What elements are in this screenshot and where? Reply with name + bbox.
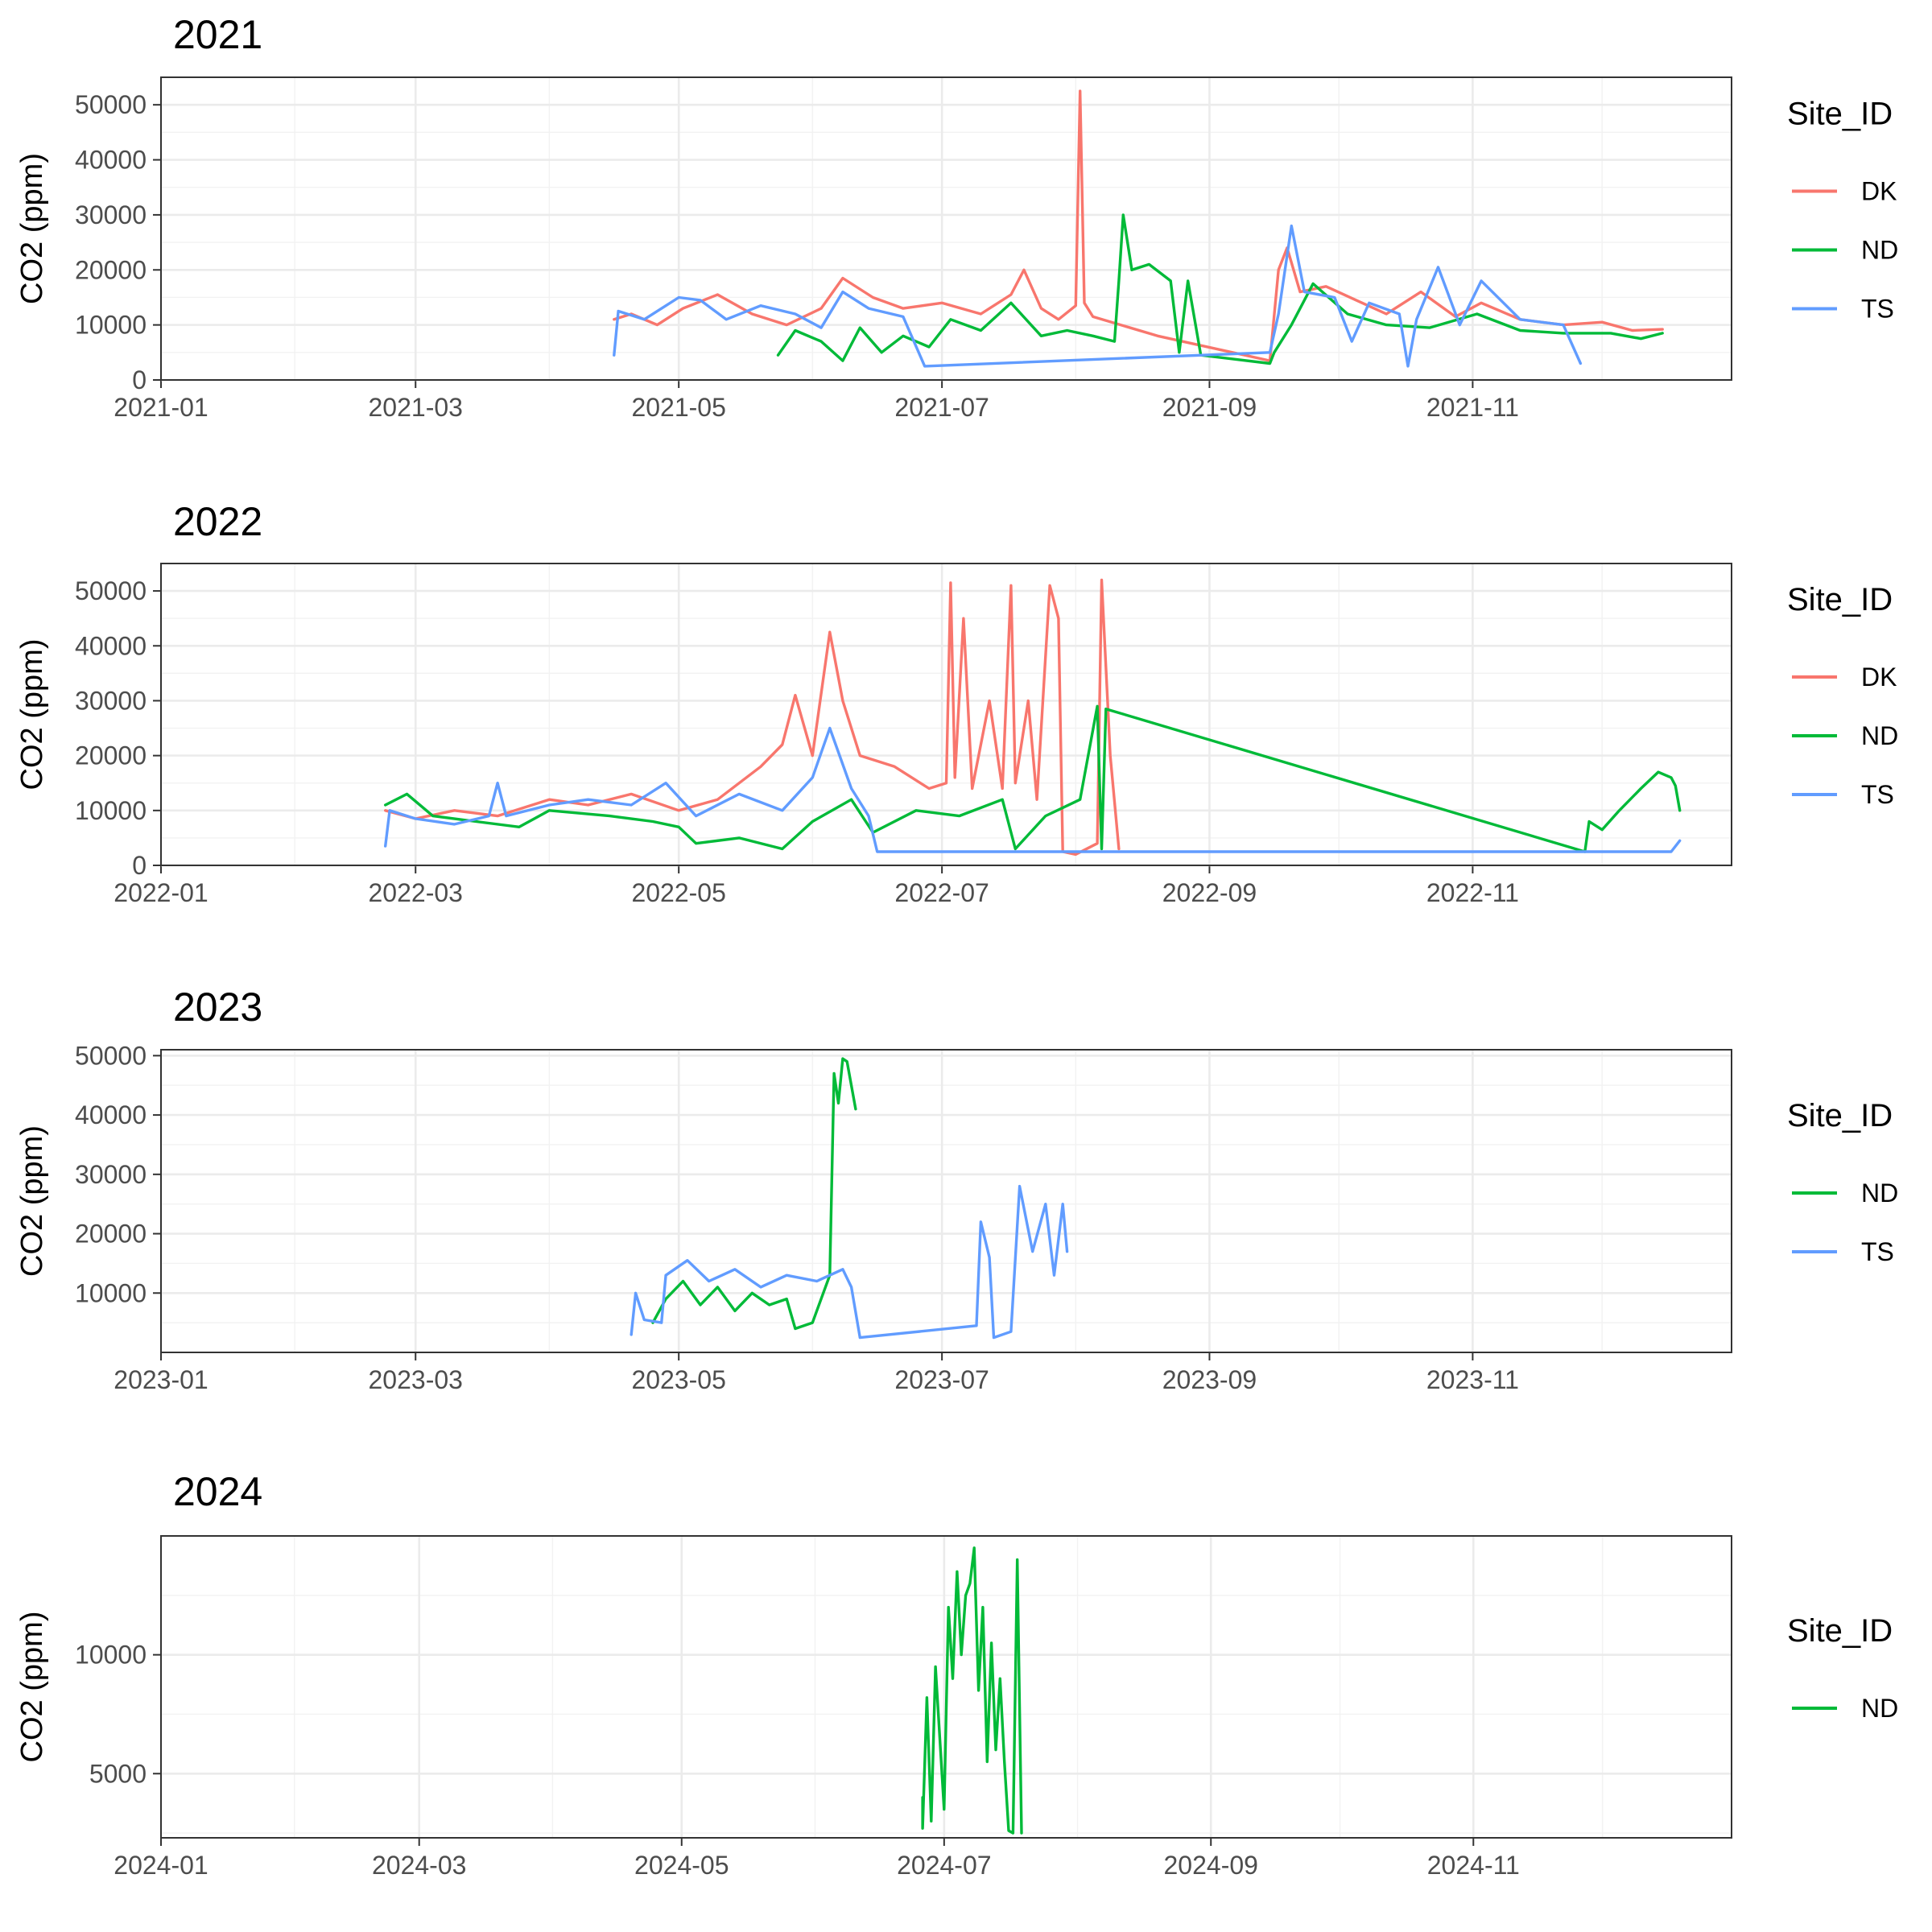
y-tick-label: 20000 <box>75 1220 147 1249</box>
panel-title: 2021 <box>173 12 262 57</box>
chart-panel-2023: 2023 2023-01 2023-03 2023-05 2023-07 2023-09 2… <box>15 985 1898 1394</box>
panel-title: 2023 <box>173 985 262 1030</box>
y-tick-label: 30000 <box>75 1160 147 1189</box>
series-line-ND <box>651 1057 857 1331</box>
y-tick-label: 40000 <box>75 631 147 660</box>
plot-background <box>161 1050 1732 1352</box>
panel-border <box>160 76 1732 381</box>
series-line-ND <box>776 213 1664 365</box>
series-line-ND <box>921 1546 1023 1835</box>
x-tick-label: 2022-05 <box>631 878 725 907</box>
x-tick-label: 2021-01 <box>114 393 208 422</box>
panel-border <box>160 1535 1732 1839</box>
legend-title: Site_ID <box>1787 97 1893 132</box>
x-tick-label: 2021-09 <box>1162 393 1257 422</box>
legend-label-TS: TS <box>1861 295 1894 324</box>
y-tick-label: 10000 <box>75 1278 147 1307</box>
x-tick-label: 2023-03 <box>369 1365 463 1394</box>
legend-label-ND: ND <box>1861 1179 1898 1208</box>
y-tick-label: 5000 <box>89 1759 147 1788</box>
legend-label-TS: TS <box>1861 780 1894 809</box>
y-tick-label: 0 <box>132 851 147 880</box>
y-tick-label: 50000 <box>75 90 147 119</box>
panel-border <box>160 1049 1732 1353</box>
legend-label-DK: DK <box>1861 177 1897 206</box>
panel-title: 2022 <box>173 499 262 544</box>
chart-panel-2021: 2021 2021-01 2021-03 2021-05 2021-07 2021-09 2… <box>15 12 1898 422</box>
y-tick-label: 0 <box>132 365 147 394</box>
x-tick-label: 2024-11 <box>1427 1851 1520 1880</box>
y-tick-label: 50000 <box>75 576 147 605</box>
legend-title: Site_ID <box>1787 1613 1893 1649</box>
y-tick-label: 50000 <box>75 1041 147 1070</box>
y-axis-title: CO2 (ppm) <box>15 153 49 304</box>
x-tick-label: 2022-01 <box>114 878 208 907</box>
y-tick-label: 10000 <box>75 1641 147 1670</box>
x-tick-label: 2024-07 <box>897 1851 991 1880</box>
y-tick-label: 20000 <box>75 741 147 770</box>
y-tick-label: 10000 <box>75 311 147 340</box>
x-tick-label: 2024-01 <box>114 1851 208 1880</box>
legend-label-ND: ND <box>1861 721 1898 750</box>
x-tick-label: 2022-07 <box>894 878 989 907</box>
series-line-ND <box>384 704 1682 853</box>
chart-panel-2022: 2022 2022-01 2022-03 2022-05 2022-07 2022-09 2… <box>15 499 1898 907</box>
x-tick-label: 2023-01 <box>114 1365 208 1394</box>
legend-title: Site_ID <box>1787 582 1893 617</box>
legend-label-ND: ND <box>1861 1694 1898 1723</box>
x-tick-label: 2024-05 <box>634 1851 729 1880</box>
series-line-TS <box>384 726 1682 853</box>
y-axis-title: CO2 (ppm) <box>15 639 49 791</box>
panel-border <box>160 563 1732 866</box>
y-axis-title: CO2 (ppm) <box>15 1125 49 1277</box>
x-tick-label: 2022-11 <box>1426 878 1519 907</box>
x-tick-label: 2021-07 <box>894 393 989 422</box>
x-tick-label: 2022-09 <box>1162 878 1257 907</box>
x-tick-label: 2023-11 <box>1426 1365 1519 1394</box>
x-tick-label: 2024-03 <box>372 1851 466 1880</box>
y-tick-label: 30000 <box>75 200 147 229</box>
y-tick-label: 40000 <box>75 1100 147 1129</box>
x-tick-label: 2021-11 <box>1426 393 1519 422</box>
legend-label-DK: DK <box>1861 663 1897 691</box>
x-tick-label: 2021-03 <box>369 393 463 422</box>
plot-background <box>161 77 1732 380</box>
x-tick-label: 2023-09 <box>1162 1365 1257 1394</box>
series-line-DK <box>384 578 1121 857</box>
x-tick-label: 2023-05 <box>631 1365 725 1394</box>
panel-title: 2024 <box>173 1469 262 1514</box>
chart-panel-2024: 2024 2024-01 2024-03 2024-05 2024-07 2024-09 2… <box>15 1469 1898 1880</box>
legend-title: Site_ID <box>1787 1098 1893 1133</box>
y-tick-label: 40000 <box>75 146 147 175</box>
y-axis-title: CO2 (ppm) <box>15 1612 49 1763</box>
legend-label-ND: ND <box>1861 236 1898 265</box>
series-line-TS <box>613 224 1583 368</box>
y-tick-label: 30000 <box>75 686 147 715</box>
y-tick-label: 10000 <box>75 796 147 825</box>
x-tick-label: 2021-05 <box>631 393 725 422</box>
x-tick-label: 2023-07 <box>894 1365 989 1394</box>
x-tick-label: 2024-09 <box>1164 1851 1258 1880</box>
series-line-TS <box>630 1184 1069 1340</box>
y-tick-label: 20000 <box>75 255 147 284</box>
plot-background <box>161 564 1732 865</box>
legend-label-TS: TS <box>1861 1237 1894 1266</box>
x-tick-label: 2022-03 <box>369 878 463 907</box>
